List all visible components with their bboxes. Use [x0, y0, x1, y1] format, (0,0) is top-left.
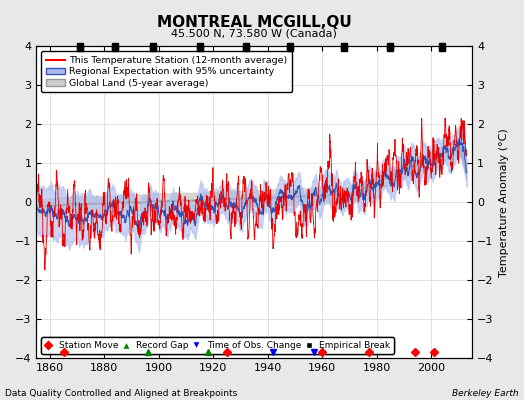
Y-axis label: Temperature Anomaly (°C): Temperature Anomaly (°C)	[499, 128, 509, 277]
Title: MONTREAL MCGILL,QU: MONTREAL MCGILL,QU	[157, 15, 352, 30]
Text: Berkeley Earth: Berkeley Earth	[452, 389, 519, 398]
Legend: Station Move, Record Gap, Time of Obs. Change, Empirical Break: Station Move, Record Gap, Time of Obs. C…	[41, 338, 394, 354]
Text: 45.500 N, 73.580 W (Canada): 45.500 N, 73.580 W (Canada)	[171, 29, 337, 39]
Text: Data Quality Controlled and Aligned at Breakpoints: Data Quality Controlled and Aligned at B…	[5, 389, 237, 398]
